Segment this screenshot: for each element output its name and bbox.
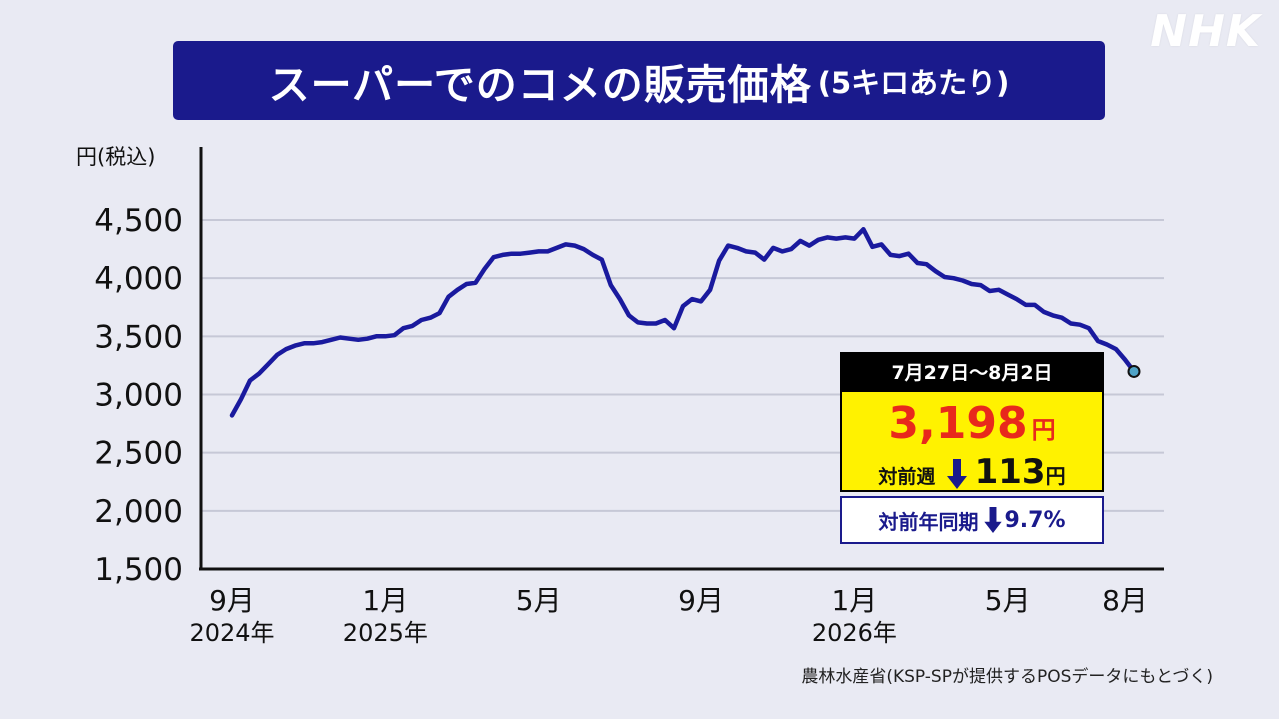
wow-label: 対前週 (878, 466, 936, 488)
data-source: 農林水産省(KSP-SPが提供するPOSデータにもとづく) (801, 667, 1213, 687)
series-end-point (1127, 364, 1141, 378)
x-tick-label: 5月 (516, 584, 562, 617)
chart-title: スーパーでのコメの販売価格 (268, 60, 812, 109)
x-tick-label: 9月 (209, 584, 255, 617)
chart-title-bar: スーパーでのコメの販売価格 (5キロあたり) (173, 41, 1105, 120)
y-tick-label: 2,000 (94, 494, 183, 530)
wow-value: 113 (974, 452, 1046, 492)
x-tick-label: 1月 (831, 584, 877, 617)
latest-price: 3,198 円 (842, 398, 1102, 449)
down-arrow-icon (984, 507, 1003, 533)
y-tick-label: 3,000 (94, 378, 183, 414)
y-tick-label: 4,500 (94, 203, 183, 239)
latest-price-value: 3,198 (888, 398, 1028, 449)
x-tick-label: 9月 (678, 584, 724, 617)
wow-unit: 円 (1045, 464, 1066, 488)
down-arrow-icon (947, 459, 968, 489)
yoy-label: 対前年同期 (878, 509, 979, 534)
year-over-year: 対前年同期 9.7% (840, 496, 1104, 544)
x-tick-label: 8月 (1102, 584, 1148, 617)
grid-lines (201, 219, 1164, 512)
x-tick-year: 2026年 (812, 619, 897, 647)
callout-period: 7月27日～8月2日 (840, 352, 1104, 390)
y-tick-label: 1,500 (94, 552, 183, 588)
week-over-week: 対前週 113円 (842, 452, 1102, 492)
latest-price-unit: 円 (1031, 416, 1056, 444)
nhk-logo: NHK (1150, 6, 1261, 57)
yoy-value: 9.7% (1004, 507, 1066, 533)
series-line (229, 227, 1137, 418)
y-tick-label: 3,500 (94, 319, 183, 355)
x-tick-year: 2025年 (343, 619, 428, 647)
x-tick-label: 5月 (985, 584, 1031, 617)
x-tick-year: 2024年 (189, 619, 274, 647)
y-axis-ticks: 1,500 2,000 2,500 3,000 3,500 4,000 4,500 (94, 203, 183, 588)
y-axis-label: 円(税込) (76, 145, 155, 169)
y-tick-label: 4,000 (94, 261, 183, 297)
x-tick-label: 1月 (362, 584, 408, 617)
y-tick-label: 2,500 (94, 436, 183, 472)
callout-panel: 3,198 円 対前週 113円 (840, 390, 1104, 492)
chart-subtitle: (5キロあたり) (817, 65, 1010, 100)
